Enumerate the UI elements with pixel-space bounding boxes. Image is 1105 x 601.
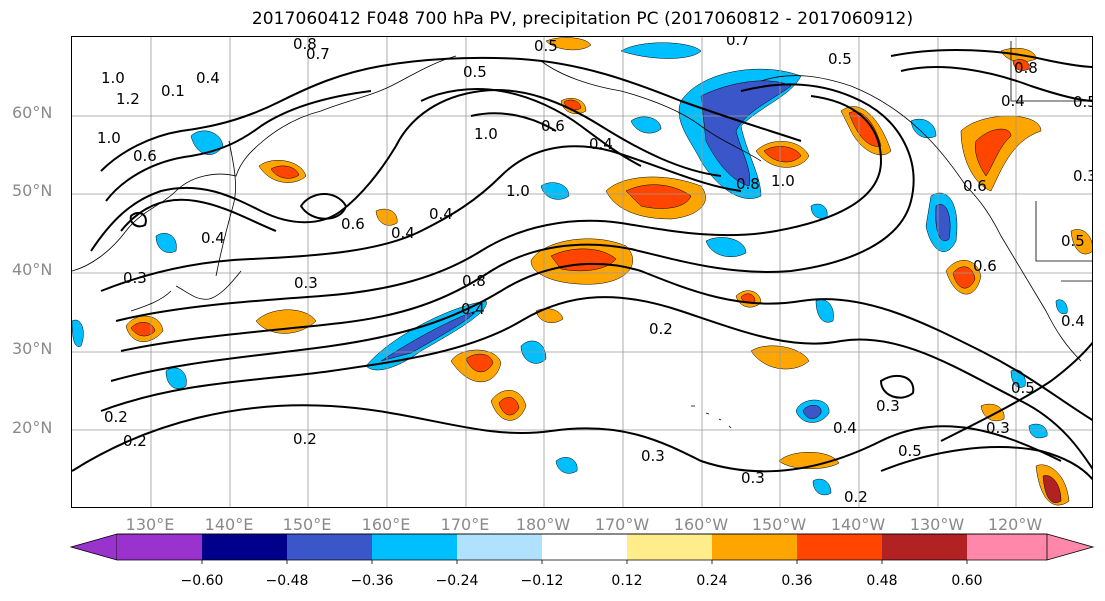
colorbar-tick-label: −0.12 xyxy=(520,573,564,589)
contour-label: 0.2 xyxy=(844,488,868,506)
contour-label: 0.4 xyxy=(589,135,613,153)
lat-label-40n: 40°N xyxy=(12,260,53,279)
colorbar-segment xyxy=(202,534,287,560)
contour-label: 0.6 xyxy=(973,257,997,275)
pv-contours xyxy=(72,49,1092,481)
colorbar-tick-label: 0.12 xyxy=(611,573,643,589)
contour-label: 1.0 xyxy=(506,182,530,200)
contour-label: 0.2 xyxy=(649,320,673,338)
contour-label: 0.2 xyxy=(123,432,147,450)
lon-label-160w: 160°W xyxy=(673,515,729,534)
contour-label: 0.4 xyxy=(833,419,857,437)
lat-label-20n: 20°N xyxy=(12,418,53,437)
colorbar-tick-label: −0.24 xyxy=(435,573,479,589)
contour-label: 0.6 xyxy=(541,117,565,135)
contour-label: 0.3 xyxy=(123,269,147,287)
contour-label: 0.5 xyxy=(534,37,558,55)
contour-label: 0.7 xyxy=(726,37,750,49)
contour-label: 0.5 xyxy=(1011,379,1035,397)
contour-label: 0.8 xyxy=(736,175,760,193)
contour-label: 1.0 xyxy=(474,125,498,143)
contour-label: 0.3 xyxy=(1073,167,1093,185)
lon-label-170w: 170°W xyxy=(594,515,650,534)
colorbar-segment xyxy=(117,534,202,560)
graticule xyxy=(72,37,1092,507)
lat-label-60n: 60°N xyxy=(12,103,53,122)
colorbar-tick-label: 0.36 xyxy=(781,573,813,589)
contour-label: 0.8 xyxy=(462,272,486,290)
colorbar-segment xyxy=(967,534,1047,560)
contour-label: 0.6 xyxy=(963,177,987,195)
colorbar-segment xyxy=(457,534,542,560)
contour-label: 0.5 xyxy=(463,63,487,81)
pv-contour-labels: 0.8 0.7 0.5 0.5 0.7 0.8 0.4 1.0 1.2 0.4 … xyxy=(97,37,1093,506)
lon-label-160e: 160°E xyxy=(361,515,411,534)
lon-label-170e: 170°E xyxy=(440,515,490,534)
contour-label: 0.4 xyxy=(196,69,220,87)
colorbar-tick-label: 0.24 xyxy=(696,573,728,589)
lat-label-50n: 50°N xyxy=(12,181,53,200)
colorbar-segment xyxy=(542,534,627,560)
contour-label: 1.2 xyxy=(116,90,140,108)
contour-label: 0.7 xyxy=(306,45,330,63)
contour-label: 0.6 xyxy=(341,215,365,233)
colorbar-extend-max xyxy=(1046,533,1095,561)
precip-anomaly-fill xyxy=(72,37,1092,506)
lon-label-140w: 140°W xyxy=(830,515,886,534)
coastlines xyxy=(72,41,1092,429)
contour-label: 0.3 xyxy=(294,274,318,292)
contour-label: 0.4 xyxy=(391,224,415,242)
lat-label-30n: 30°N xyxy=(12,339,53,358)
contour-label: 0.5 xyxy=(1073,93,1093,111)
contour-label: 0.4 xyxy=(429,205,453,223)
colorbar-tick-label: −0.60 xyxy=(180,573,224,589)
contour-label: 0.4 xyxy=(1061,312,1085,330)
contour-label: 1.0 xyxy=(101,69,125,87)
colorbar-segment xyxy=(287,534,372,560)
map-canvas: 0.8 0.7 0.5 0.5 0.7 0.8 0.4 1.0 1.2 0.4 … xyxy=(72,37,1093,507)
colorbar-extend-min xyxy=(69,533,118,561)
lon-label-130w: 130°W xyxy=(909,515,965,534)
contour-label: 0.4 xyxy=(201,229,225,247)
contour-label: 0.5 xyxy=(898,442,922,460)
contour-label: 0.3 xyxy=(741,469,765,487)
lon-label-140e: 140°E xyxy=(204,515,254,534)
contour-label: 0.8 xyxy=(1014,59,1038,77)
map-title: 2017060412 F048 700 hPa PV, precipitatio… xyxy=(251,9,914,29)
colorbar-segment xyxy=(712,534,797,560)
contour-label: 0.8 xyxy=(293,37,317,53)
colorbar-ticks xyxy=(201,560,968,564)
contour-label: 0.6 xyxy=(133,147,157,165)
colorbar-segment xyxy=(797,534,882,560)
contour-label: 0.3 xyxy=(641,447,665,465)
lon-label-120w: 120°W xyxy=(987,515,1043,534)
contour-label: 1.0 xyxy=(97,129,121,147)
lon-label-130e: 130°E xyxy=(125,515,175,534)
colorbar-segment xyxy=(372,534,457,560)
colorbar-segment xyxy=(627,534,712,560)
contour-label: 0.4 xyxy=(1001,92,1025,110)
colorbar-tick-label: −0.48 xyxy=(265,573,309,589)
colorbar-segment xyxy=(882,534,967,560)
lon-label-150e: 150°E xyxy=(282,515,332,534)
lon-label-150w: 150°W xyxy=(751,515,807,534)
colorbar-tick-label: 0.60 xyxy=(951,573,983,589)
contour-label: 1.0 xyxy=(771,172,795,190)
contour-label: 0.3 xyxy=(876,397,900,415)
contour-label: 0.2 xyxy=(293,430,317,448)
lon-label-180w: 180°W xyxy=(515,515,571,534)
contour-label: 0.1 xyxy=(161,82,185,100)
contour-label: 0.3 xyxy=(986,419,1010,437)
contour-label: 0.5 xyxy=(1061,232,1085,250)
contour-label: 0.5 xyxy=(828,50,852,68)
colorbar-tick-label: 0.48 xyxy=(866,573,898,589)
colorbar xyxy=(69,533,1095,564)
map-panel: 0.8 0.7 0.5 0.5 0.7 0.8 0.4 1.0 1.2 0.4 … xyxy=(71,36,1093,508)
contour-label: 0.2 xyxy=(104,408,128,426)
contour-label: 0.4 xyxy=(461,300,485,318)
colorbar-tick-label: −0.36 xyxy=(350,573,394,589)
